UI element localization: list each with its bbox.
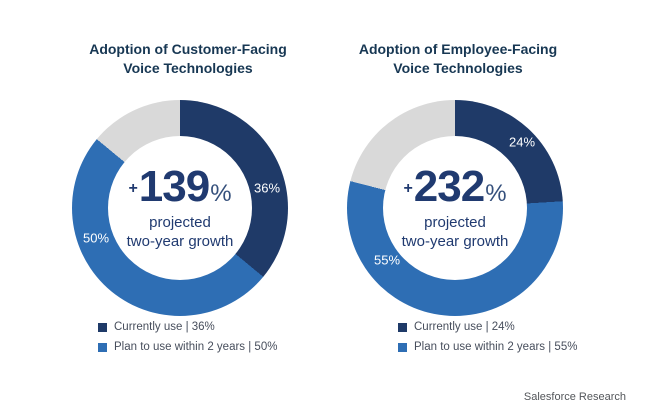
legend-label: Plan to use within 2 years | 50% xyxy=(114,341,278,353)
donut-center: + 139 % projected two-year growth xyxy=(108,136,252,280)
legend-label: Plan to use within 2 years | 55% xyxy=(414,341,578,353)
segment-label-plan-to-use: 55% xyxy=(373,252,401,268)
chart-title-line2: Voice Technologies xyxy=(123,60,253,76)
legend-item-currently-use: Currently use | 24% xyxy=(398,321,577,333)
chart-title-employee-facing: Adoption of Employee-Facing Voice Techno… xyxy=(318,40,598,78)
growth-value: 139 xyxy=(138,162,210,211)
legend-item-currently-use: Currently use | 36% xyxy=(98,321,277,333)
percent-sign: % xyxy=(210,180,232,207)
growth-caption: projected two-year growth xyxy=(127,213,234,251)
legend-swatch-currently-use xyxy=(398,322,407,332)
growth-caption-line2: two-year growth xyxy=(401,233,509,250)
growth-caption: projected two-year growth xyxy=(402,213,509,251)
percent-sign: % xyxy=(485,180,507,207)
chart-title-customer-facing: Adoption of Customer-Facing Voice Techno… xyxy=(48,40,328,78)
source-attribution: Salesforce Research xyxy=(523,391,626,403)
chart-title-line1: Adoption of Employee-Facing xyxy=(358,41,558,57)
plus-sign: + xyxy=(128,180,138,197)
growth-value: 232 xyxy=(413,162,485,211)
growth-figure: + 232 % xyxy=(403,165,506,209)
legend-swatch-plan-to-use xyxy=(98,342,107,352)
legend-swatch-currently-use xyxy=(98,322,107,332)
donut-center: + 232 % projected two-year growth xyxy=(383,136,527,280)
plus-sign: + xyxy=(403,180,413,197)
chart-title-line1: Adoption of Customer-Facing xyxy=(89,41,287,57)
legend-label: Currently use | 24% xyxy=(414,321,515,333)
legend-employee-facing: Currently use | 24% Plan to use within 2… xyxy=(398,321,577,353)
legend-label: Currently use | 36% xyxy=(114,321,215,333)
legend-customer-facing: Currently use | 36% Plan to use within 2… xyxy=(98,321,277,353)
growth-caption-line1: projected xyxy=(149,214,211,231)
legend-item-plan-to-use: Plan to use within 2 years | 55% xyxy=(398,341,577,353)
legend-item-plan-to-use: Plan to use within 2 years | 50% xyxy=(98,341,277,353)
growth-caption-line2: two-year growth xyxy=(126,233,234,250)
segment-label-plan-to-use: 50% xyxy=(82,230,110,246)
segment-label-currently-use: 36% xyxy=(253,180,281,196)
growth-figure: + 139 % xyxy=(128,165,231,209)
segment-label-currently-use: 24% xyxy=(508,134,536,150)
legend-swatch-plan-to-use xyxy=(398,342,407,352)
growth-caption-line1: projected xyxy=(424,214,486,231)
chart-title-line2: Voice Technologies xyxy=(393,60,523,76)
donut-chart-customer-facing: 36% 50% + 139 % projected two-year growt… xyxy=(72,100,288,316)
donut-chart-employee-facing: 24% 55% + 232 % projected two-year growt… xyxy=(347,100,563,316)
